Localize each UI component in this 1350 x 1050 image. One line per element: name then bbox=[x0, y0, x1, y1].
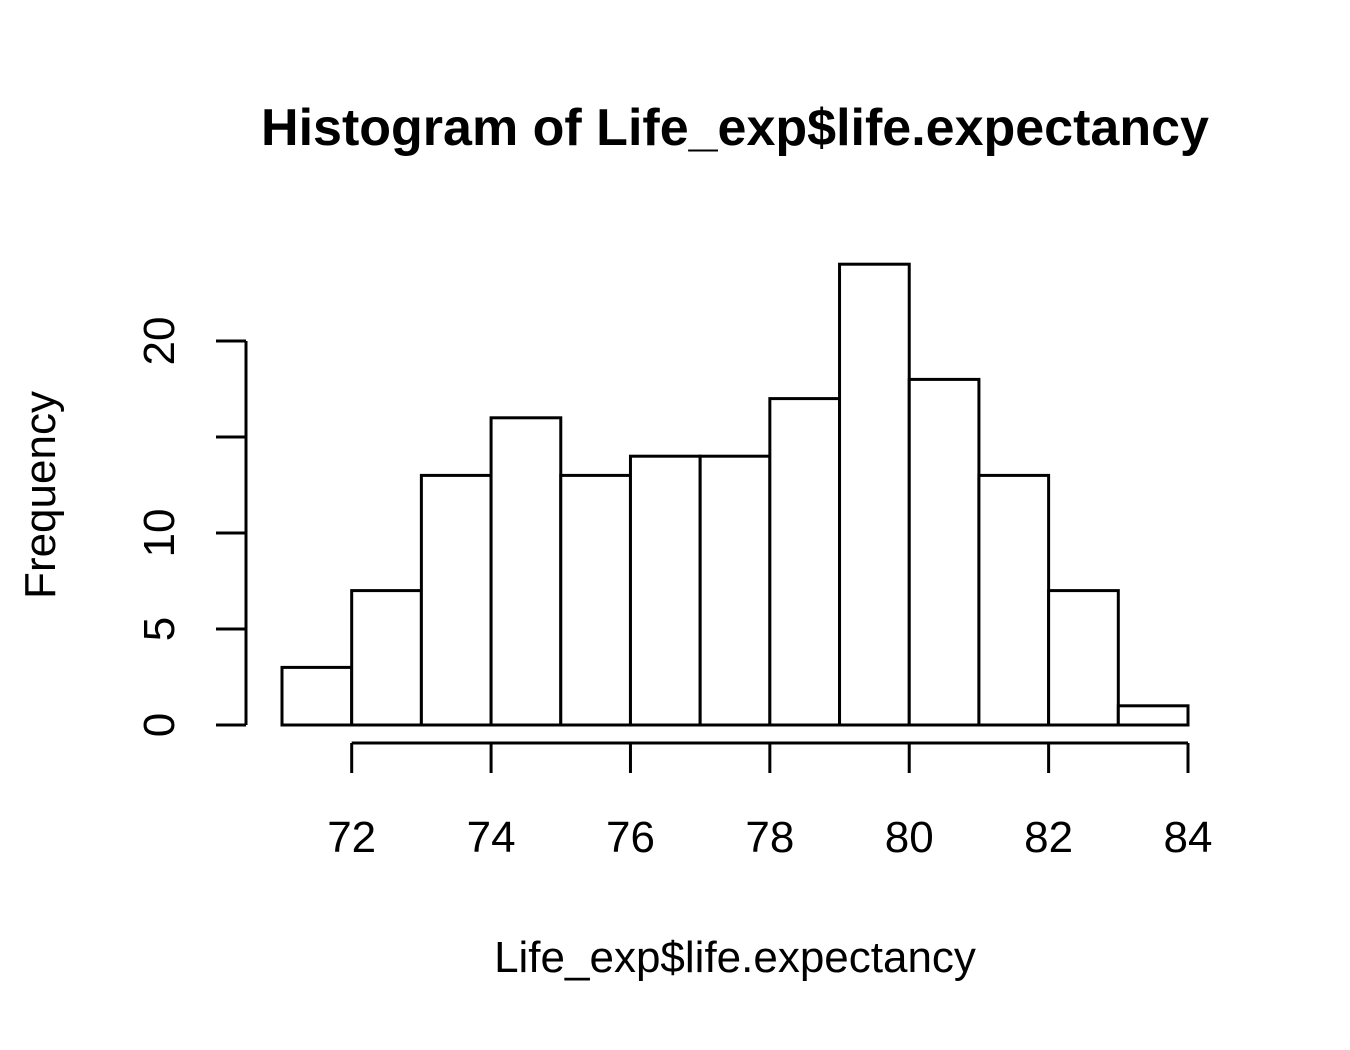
y-tick-label-5: 5 bbox=[135, 617, 184, 641]
histogram-bar-10 bbox=[977, 473, 1051, 727]
histogram-bar-8 bbox=[838, 262, 911, 727]
y-tick-label-20: 20 bbox=[135, 317, 184, 366]
x-tick-label-84: 84 bbox=[1164, 813, 1213, 862]
bars-group bbox=[280, 262, 1190, 727]
chart-title: Histogram of Life_exp$life.expectancy bbox=[261, 99, 1209, 157]
x-tick-label-74: 74 bbox=[467, 813, 516, 862]
histogram-bar-3 bbox=[489, 416, 563, 727]
y-tick-label-10: 10 bbox=[135, 509, 184, 558]
histogram-bar-7 bbox=[768, 397, 842, 727]
x-tick-label-80: 80 bbox=[885, 813, 934, 862]
histogram-bar-0 bbox=[280, 665, 354, 727]
x-tick-label-72: 72 bbox=[327, 813, 376, 862]
histogram-bar-9 bbox=[907, 377, 981, 727]
histogram-bar-1 bbox=[350, 589, 423, 727]
x-tick-label-82: 82 bbox=[1024, 813, 1073, 862]
x-tick-label-78: 78 bbox=[745, 813, 794, 862]
x-axis-label: Life_exp$life.expectancy bbox=[494, 933, 976, 982]
histogram-bar-12 bbox=[1116, 704, 1190, 727]
x-tick-label-76: 76 bbox=[606, 813, 655, 862]
y-axis-label: Frequency bbox=[16, 391, 65, 599]
histogram-bar-4 bbox=[559, 473, 632, 727]
x-axis: 72 74 76 78 80 82 84 bbox=[327, 741, 1213, 862]
histogram-bar-6 bbox=[698, 454, 772, 727]
histogram-bar-2 bbox=[419, 473, 493, 727]
histogram-bar-5 bbox=[628, 454, 702, 727]
y-tick-label-0: 0 bbox=[135, 713, 184, 737]
y-axis: 0 5 10 20 bbox=[135, 317, 248, 737]
histogram-bar-11 bbox=[1047, 589, 1120, 727]
